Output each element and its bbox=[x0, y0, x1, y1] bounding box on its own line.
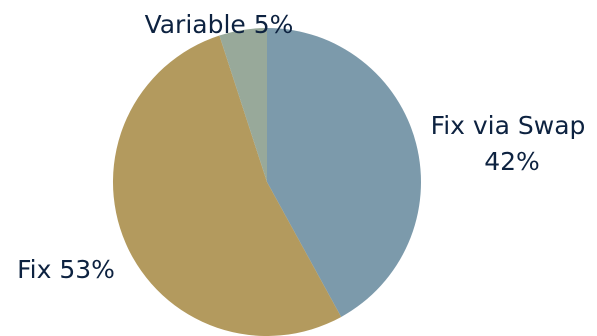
slice-label-fix-via-swap: Fix via Swap 42% bbox=[431, 111, 594, 176]
slice-label-variable: Variable 5% bbox=[145, 10, 294, 39]
slice-label-fix: Fix 53% bbox=[17, 255, 115, 284]
pie-slice-fix bbox=[112, 35, 342, 336]
pie-slice-variable bbox=[219, 28, 267, 182]
pie-slice-fix-via-swap bbox=[267, 28, 421, 317]
pie-slices bbox=[112, 28, 421, 336]
